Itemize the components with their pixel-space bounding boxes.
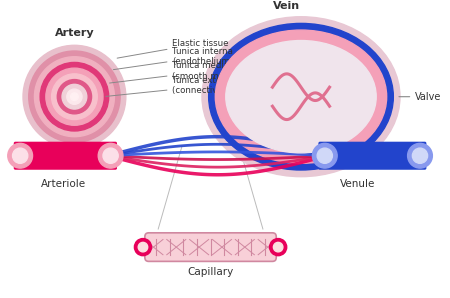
Circle shape [138, 242, 148, 252]
Ellipse shape [215, 30, 387, 163]
Circle shape [312, 143, 337, 168]
Ellipse shape [226, 41, 376, 153]
Circle shape [408, 143, 432, 168]
Circle shape [57, 80, 91, 114]
Circle shape [317, 148, 333, 163]
Circle shape [62, 84, 87, 109]
Circle shape [40, 62, 109, 131]
Text: Elastic tissue: Elastic tissue [117, 39, 229, 58]
FancyBboxPatch shape [14, 142, 116, 169]
Circle shape [71, 93, 78, 100]
Circle shape [270, 238, 287, 256]
Circle shape [274, 242, 283, 252]
Text: Tunica interna
(endothelium): Tunica interna (endothelium) [113, 47, 234, 70]
Circle shape [135, 238, 152, 256]
Text: Blood flow: Blood flow [226, 108, 281, 118]
Text: Valve: Valve [399, 92, 441, 102]
Circle shape [412, 148, 427, 163]
Circle shape [52, 74, 97, 119]
Circle shape [98, 143, 123, 168]
Text: Vein: Vein [273, 1, 300, 11]
Circle shape [103, 148, 118, 163]
Text: Artery: Artery [54, 28, 94, 38]
Circle shape [13, 148, 28, 163]
Text: Capillary: Capillary [188, 267, 234, 277]
Circle shape [29, 51, 120, 142]
Circle shape [8, 143, 32, 168]
FancyBboxPatch shape [319, 142, 426, 169]
Circle shape [67, 89, 82, 104]
Circle shape [23, 45, 126, 148]
Ellipse shape [209, 24, 393, 170]
FancyBboxPatch shape [145, 233, 276, 261]
Circle shape [46, 68, 103, 125]
Text: Tunica externa
(connective tissue): Tunica externa (connective tissue) [106, 76, 255, 97]
Ellipse shape [202, 17, 400, 177]
Text: Arteriole: Arteriole [40, 179, 86, 189]
Circle shape [35, 57, 114, 137]
Text: Tunica media
(smooth muscle): Tunica media (smooth muscle) [109, 61, 245, 83]
Text: Venule: Venule [340, 179, 376, 189]
